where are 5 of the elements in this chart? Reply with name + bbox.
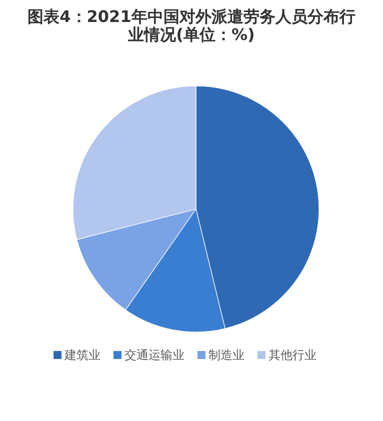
legend-label: 其他行业 — [268, 348, 316, 362]
legend-label: 建筑业 — [64, 348, 100, 362]
legend-label: 制造业 — [208, 348, 244, 362]
legend-label: 交通运输业 — [124, 348, 184, 362]
chart-title: 图表4：2021年中国对外派遣劳务人员分布行业情况(单位：%) — [28, 7, 356, 44]
